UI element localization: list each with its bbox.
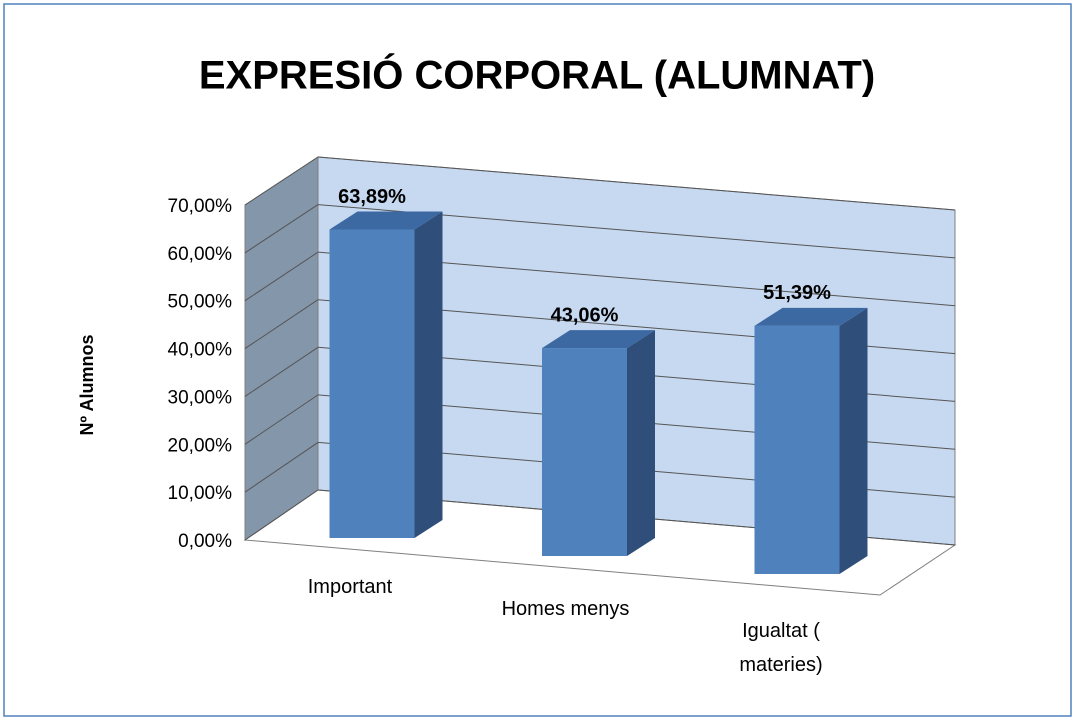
grid-line (244, 394, 319, 445)
grid-line (244, 442, 319, 493)
y-tick-label: 0,00% (178, 531, 232, 552)
bar-top (754, 307, 868, 326)
y-tick-label: 30,00% (168, 387, 233, 408)
bar-side (414, 211, 443, 539)
chart-title: EXPRESIÓ CORPORAL (ALUMNAT) (199, 52, 875, 98)
grid-line (244, 489, 319, 541)
y-tick-label: 10,00% (168, 483, 233, 504)
x-tick-label: Homes menys (501, 598, 630, 620)
bar-top (329, 211, 443, 230)
y-tick-label: 60,00% (168, 244, 233, 265)
grid-line (244, 156, 319, 206)
grid-line (244, 346, 319, 397)
data-label: 63,89% (338, 186, 406, 208)
bar (754, 325, 840, 574)
y-tick-label: 50,00% (168, 292, 233, 313)
side-wall (244, 156, 319, 541)
bar-side (627, 330, 655, 556)
frame (3, 3, 1072, 717)
grid-line (244, 251, 319, 302)
grid-line (317, 156, 956, 211)
bar (542, 348, 627, 556)
bar (329, 229, 415, 539)
grid-line (244, 299, 319, 349)
y-tick-label: 70,00% (168, 196, 233, 217)
bar-top (542, 330, 655, 349)
grid-line (244, 204, 319, 254)
bar-side (839, 307, 868, 574)
data-label: 43,06% (551, 304, 619, 326)
y-tick-label: 20,00% (168, 435, 233, 456)
y-tick-label: 40,00% (168, 340, 233, 361)
x-tick-label: Igualtat ( materies) (739, 620, 823, 676)
data-label: 51,39% (763, 282, 831, 304)
x-tick-label: Important (307, 576, 393, 598)
y-axis-label: Nº Alumnos (77, 335, 97, 436)
